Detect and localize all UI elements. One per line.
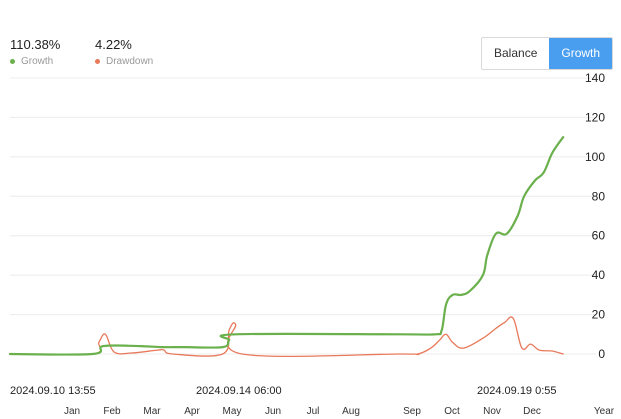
month-label: Year — [594, 406, 615, 417]
month-label: Nov — [483, 406, 501, 417]
y-tick-label: 140 — [585, 71, 605, 85]
month-label: Jul — [307, 406, 320, 417]
drawdown-label: Drawdown — [106, 56, 154, 67]
drawdown-series-line — [9, 316, 564, 357]
month-label: Mar — [143, 406, 161, 417]
date-label: 2024.09.10 13:55 — [10, 385, 96, 397]
balance-button[interactable]: Balance — [482, 38, 550, 69]
month-label: Apr — [184, 406, 200, 417]
y-tick-label: 0 — [598, 347, 605, 361]
month-label: Dec — [523, 406, 541, 417]
month-label: Feb — [103, 406, 121, 417]
y-tick-label: 40 — [592, 268, 606, 282]
y-tick-label: 80 — [592, 189, 606, 203]
growth-stat: 110.38% Growth — [10, 37, 60, 67]
drawdown-legend-dot — [95, 59, 100, 64]
growth-button[interactable]: Growth — [549, 38, 613, 69]
month-label: Jan — [64, 406, 80, 417]
drawdown-value: 4.22% — [95, 37, 132, 52]
y-tick-label: 120 — [585, 110, 605, 124]
month-label: Oct — [444, 406, 460, 417]
chart-mode-toggle: Balance Growth — [481, 37, 614, 70]
month-label: Sep — [403, 406, 421, 417]
month-label: May — [223, 406, 242, 417]
drawdown-stat: 4.22% Drawdown — [95, 37, 153, 67]
growth-value: 110.38% — [10, 37, 61, 52]
growth-series-line — [8, 136, 565, 356]
date-label: 2024.09.19 0:55 — [477, 385, 557, 397]
growth-label: Growth — [21, 56, 54, 67]
date-label: 2024.09.14 06:00 — [196, 385, 282, 397]
y-tick-label: 100 — [585, 150, 605, 164]
y-tick-label: 60 — [592, 229, 606, 243]
month-label: Jun — [265, 406, 281, 417]
growth-legend-dot — [10, 59, 15, 64]
y-tick-label: 20 — [592, 308, 606, 322]
month-label: Aug — [342, 406, 360, 417]
